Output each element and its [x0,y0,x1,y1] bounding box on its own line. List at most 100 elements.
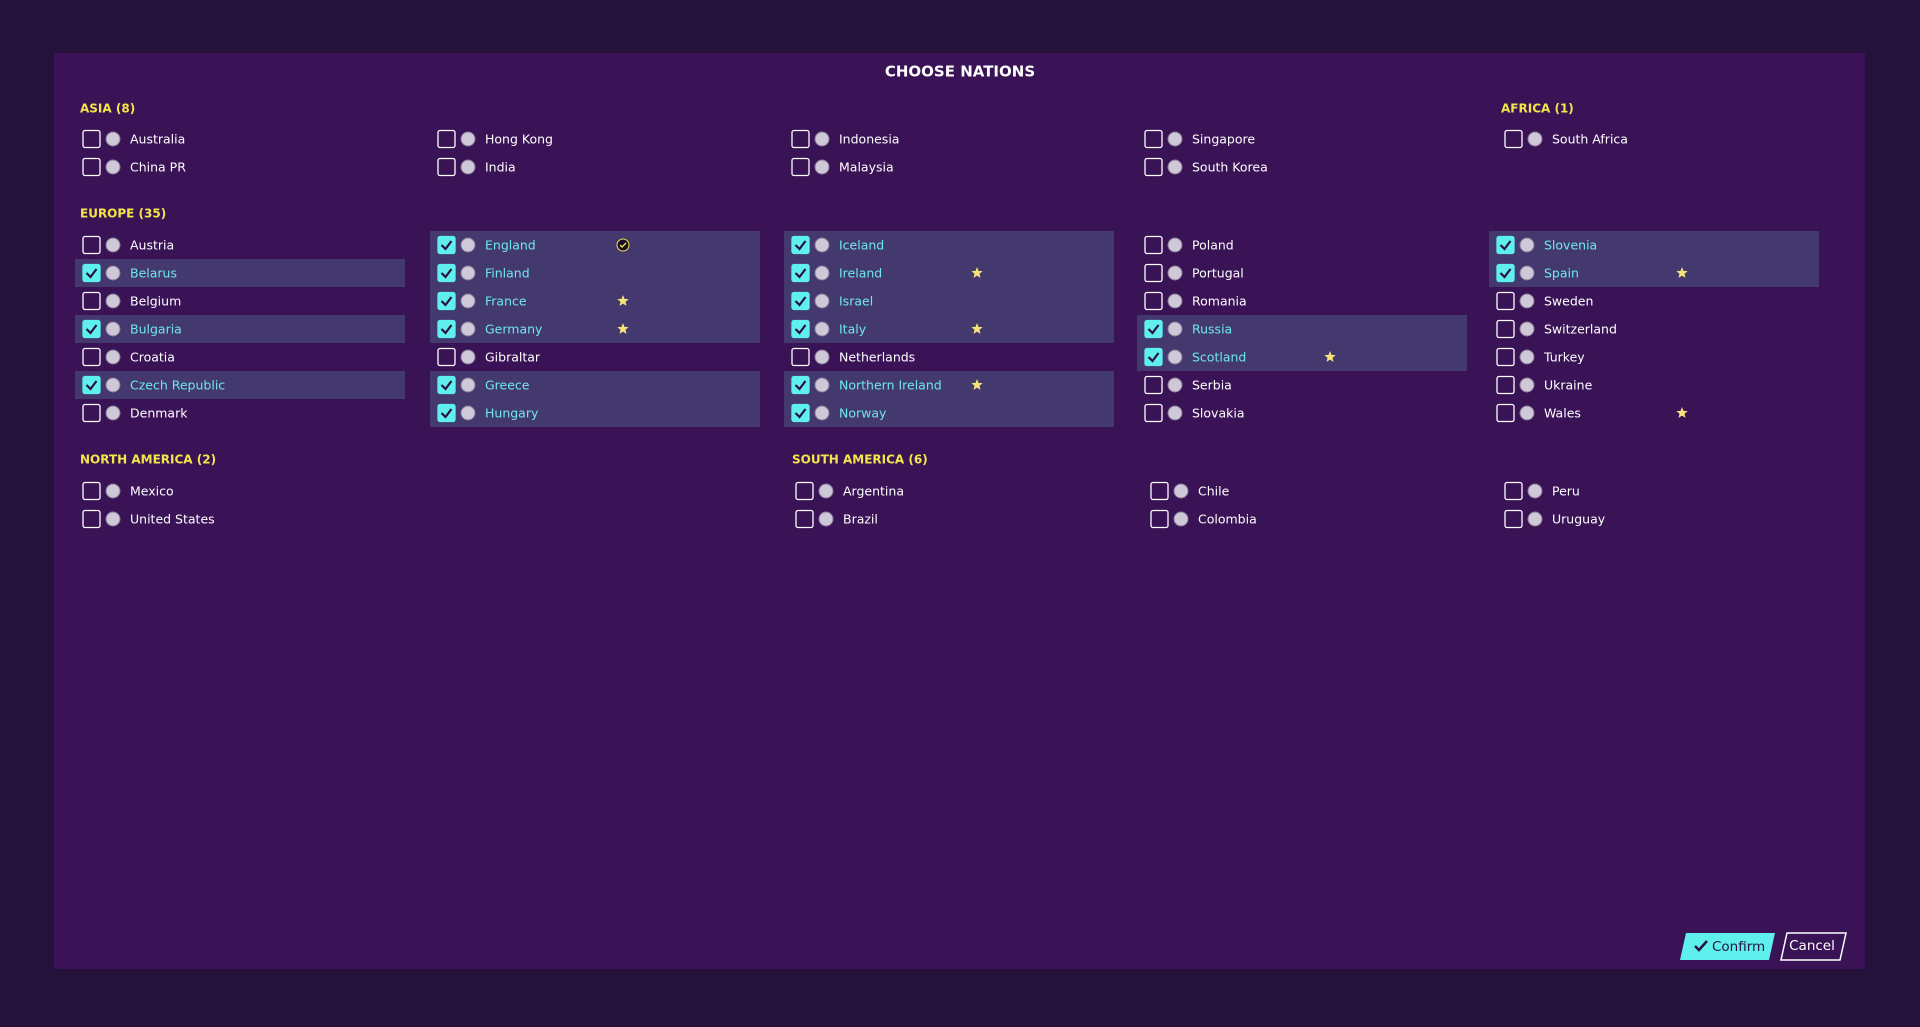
checkbox[interactable] [791,347,810,367]
nation-row[interactable]: Indonesia [791,129,899,149]
checkbox[interactable] [1496,319,1515,339]
nation-row[interactable]: Chile [1150,481,1230,501]
checkbox[interactable] [82,347,101,367]
checkbox[interactable] [437,157,456,177]
nation-row[interactable]: Belgium [82,291,181,311]
nation-row[interactable]: Poland [1144,235,1234,255]
nation-row[interactable]: Ukraine [1496,375,1593,395]
nation-row[interactable]: Northern Ireland [784,371,1114,399]
checkbox[interactable] [437,129,456,149]
nation-row[interactable]: Romania [1144,291,1247,311]
checkbox[interactable] [1144,375,1163,395]
checkbox[interactable] [82,291,101,311]
checkbox[interactable] [1504,129,1523,149]
checkbox[interactable] [1144,403,1163,423]
nation-row[interactable]: Colombia [1150,509,1257,529]
checkbox[interactable] [791,403,810,423]
checkbox[interactable] [82,319,101,339]
checkbox[interactable] [1150,509,1169,529]
nation-row[interactable]: Hong Kong [437,129,553,149]
checkbox[interactable] [1144,263,1163,283]
nation-row[interactable]: Greece [430,371,760,399]
checkbox[interactable] [791,263,810,283]
checkbox[interactable] [1144,129,1163,149]
nation-row[interactable]: Mexico [82,481,174,501]
nation-row[interactable]: Netherlands [791,347,915,367]
nation-row[interactable]: Australia [82,129,185,149]
nation-row[interactable]: Russia [1137,315,1467,343]
nation-row[interactable]: Ireland [784,259,1114,287]
nation-row[interactable]: Uruguay [1504,509,1606,529]
checkbox[interactable] [1144,319,1163,339]
nation-row[interactable]: Argentina [795,481,904,501]
checkbox[interactable] [1150,481,1169,501]
nation-row[interactable]: Hungary [430,399,760,427]
checkbox[interactable] [82,235,101,255]
checkbox[interactable] [1496,403,1515,423]
nation-row[interactable]: Czech Republic [75,371,405,399]
checkbox[interactable] [1144,347,1163,367]
confirm-button[interactable]: Confirm [1680,933,1775,960]
checkbox[interactable] [791,235,810,255]
checkbox[interactable] [437,235,456,255]
nation-row[interactable]: Gibraltar [437,347,541,367]
nation-row[interactable]: Austria [82,235,174,255]
nation-row[interactable]: United States [82,509,215,529]
checkbox[interactable] [437,291,456,311]
checkbox[interactable] [1496,291,1515,311]
nation-row[interactable]: Wales [1496,403,1688,423]
nation-row[interactable]: South Korea [1144,157,1268,177]
nation-row[interactable]: Bulgaria [75,315,405,343]
nation-row[interactable]: Singapore [1144,129,1255,149]
nation-row[interactable]: Israel [784,287,1114,315]
checkbox[interactable] [791,319,810,339]
checkbox[interactable] [1496,235,1515,255]
checkbox[interactable] [791,157,810,177]
checkbox[interactable] [82,157,101,177]
nation-row[interactable]: Norway [784,399,1114,427]
checkbox[interactable] [1496,347,1515,367]
checkbox[interactable] [1496,375,1515,395]
checkbox[interactable] [1496,263,1515,283]
checkbox[interactable] [82,263,101,283]
nation-row[interactable]: South Africa [1504,129,1628,149]
checkbox[interactable] [437,263,456,283]
nation-row[interactable]: Turkey [1496,347,1585,367]
nation-row[interactable]: India [437,157,516,177]
checkbox[interactable] [82,129,101,149]
checkbox[interactable] [437,375,456,395]
checkbox[interactable] [82,375,101,395]
nation-row[interactable]: Spain [1489,259,1819,287]
nation-row[interactable]: Scotland [1137,343,1467,371]
nation-row[interactable]: Peru [1504,481,1580,501]
nation-row[interactable]: China PR [82,157,186,177]
nation-row[interactable]: Slovenia [1489,231,1819,259]
checkbox[interactable] [791,129,810,149]
checkbox[interactable] [1144,157,1163,177]
nation-row[interactable]: Switzerland [1496,319,1617,339]
nation-row[interactable]: Italy [784,315,1114,343]
nation-row[interactable]: Germany [430,315,760,343]
checkbox[interactable] [1144,291,1163,311]
checkbox[interactable] [791,375,810,395]
nation-row[interactable]: Portugal [1144,263,1244,283]
checkbox[interactable] [791,291,810,311]
nation-row[interactable]: Sweden [1496,291,1593,311]
checkbox[interactable] [795,509,814,529]
checkbox[interactable] [437,347,456,367]
checkbox[interactable] [82,403,101,423]
nation-row[interactable]: Iceland [784,231,1114,259]
checkbox[interactable] [82,509,101,529]
checkbox[interactable] [1144,235,1163,255]
nation-row[interactable]: Croatia [82,347,175,367]
nation-row[interactable]: Belarus [75,259,405,287]
nation-row[interactable]: Slovakia [1144,403,1244,423]
checkbox[interactable] [1504,509,1523,529]
cancel-button[interactable]: Cancel [1780,932,1847,961]
checkbox[interactable] [795,481,814,501]
nation-row[interactable]: England [430,231,760,259]
nation-row[interactable]: Denmark [82,403,188,423]
checkbox[interactable] [1504,481,1523,501]
nation-row[interactable]: Finland [430,259,760,287]
nation-row[interactable]: Malaysia [791,157,894,177]
